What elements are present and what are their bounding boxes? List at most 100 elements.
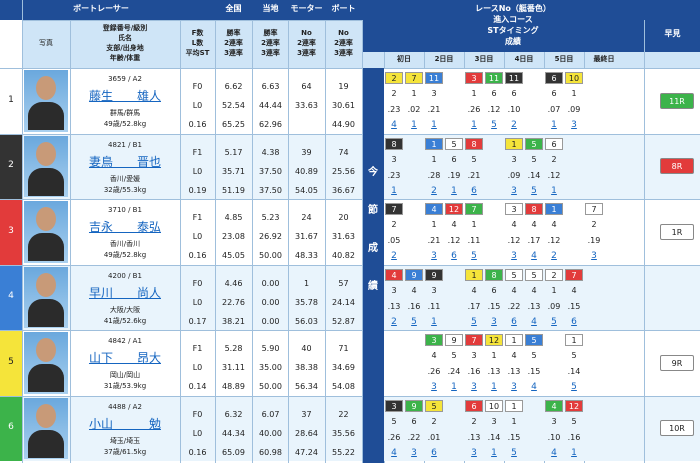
stat-value: 5.90: [261, 344, 280, 353]
result[interactable]: 4: [391, 120, 397, 130]
result[interactable]: 4: [391, 447, 397, 458]
course: 6: [411, 416, 417, 426]
result[interactable]: 6: [571, 316, 577, 327]
stat-label: No: [338, 29, 349, 37]
result[interactable]: 1: [471, 120, 477, 130]
result[interactable]: 5: [411, 316, 417, 327]
result[interactable]: 1: [551, 185, 557, 196]
course: 6: [511, 89, 517, 98]
result[interactable]: 1: [491, 447, 497, 458]
racer-name[interactable]: 妻鳥 晋也: [88, 154, 161, 169]
result[interactable]: 4: [551, 447, 557, 458]
result[interactable]: 3: [511, 185, 517, 196]
result[interactable]: 6: [511, 316, 517, 327]
course: 5: [571, 351, 577, 360]
result[interactable]: 1: [491, 382, 497, 392]
fl-value: F0: [192, 82, 203, 91]
result[interactable]: 1: [551, 120, 557, 130]
result[interactable]: 6: [431, 447, 437, 458]
race-number: 5: [525, 137, 543, 150]
race-number: 1: [425, 137, 443, 150]
stat-label: 2連率: [297, 39, 316, 47]
result[interactable]: 3: [491, 316, 497, 327]
info-label: 登録番号/級別: [102, 24, 148, 32]
stat-value: 35.78: [295, 297, 318, 307]
result[interactable]: 6: [451, 251, 457, 261]
column-divider: [22, 0, 23, 463]
result[interactable]: 5: [571, 382, 577, 392]
result[interactable]: 1: [571, 447, 577, 458]
result[interactable]: 4: [531, 316, 537, 327]
racer-name[interactable]: 小山 勉: [88, 416, 161, 431]
stat-value: 33.63: [295, 101, 318, 110]
result[interactable]: 2: [391, 316, 397, 327]
result[interactable]: 6: [471, 185, 477, 196]
stat-value: 52.87: [332, 316, 355, 326]
st-timing: .01: [427, 432, 441, 442]
quick-badge[interactable]: 9R: [660, 354, 694, 371]
result[interactable]: 2: [551, 251, 557, 261]
stat-label: 3連率: [297, 49, 316, 57]
result[interactable]: 5: [531, 185, 537, 196]
result[interactable]: 1: [391, 185, 397, 196]
racer-name[interactable]: 早川 尚人: [88, 285, 161, 300]
racer-name[interactable]: 吉永 泰弘: [88, 220, 161, 234]
result[interactable]: 1: [431, 120, 437, 130]
result[interactable]: 2: [511, 120, 517, 130]
quick-badge[interactable]: 11R: [660, 92, 694, 109]
result[interactable]: 3: [411, 447, 417, 458]
column-divider: [325, 20, 326, 463]
racer-id: 4821 / B1: [108, 140, 142, 149]
race-number: 3: [385, 399, 403, 412]
result[interactable]: 5: [491, 120, 497, 130]
result[interactable]: 2: [431, 185, 437, 196]
stat-value: 55.22: [332, 447, 355, 457]
stat-value: 31.11: [222, 363, 245, 372]
result[interactable]: 3: [471, 447, 477, 458]
result[interactable]: 3: [591, 251, 597, 261]
st-timing: .22: [407, 432, 421, 442]
result[interactable]: 2: [391, 251, 397, 261]
result[interactable]: 3: [431, 382, 437, 392]
course: 6: [551, 89, 557, 98]
schedule-label: 進入コース: [493, 15, 533, 24]
result[interactable]: 1: [411, 120, 417, 130]
fl-value: L0: [192, 101, 203, 110]
racer-name[interactable]: 山下 昂大: [88, 351, 161, 365]
course: 3: [491, 416, 497, 426]
racer-name[interactable]: 藤生 雄人: [88, 89, 161, 103]
course: 4: [571, 285, 577, 295]
result[interactable]: 4: [531, 251, 537, 261]
quick-badge[interactable]: 10R: [660, 420, 694, 437]
fl-value: F1: [192, 213, 203, 222]
column-divider: [180, 20, 181, 463]
result[interactable]: 1: [451, 382, 457, 392]
race-number: 4: [425, 203, 443, 215]
fl-value: 0.16: [188, 251, 207, 260]
quick-badge[interactable]: 1R: [660, 223, 694, 240]
result[interactable]: 3: [471, 382, 477, 392]
quick-badge[interactable]: 8R: [660, 158, 694, 175]
result[interactable]: 5: [551, 316, 557, 327]
st-timing: .09: [507, 170, 521, 180]
result[interactable]: 1: [431, 316, 437, 327]
result[interactable]: 3: [511, 251, 517, 261]
result[interactable]: 3: [511, 382, 517, 392]
result[interactable]: 3: [571, 120, 577, 130]
st-timing: .10: [507, 105, 521, 114]
fl-value: L0: [192, 232, 203, 241]
result[interactable]: 5: [471, 316, 477, 327]
result[interactable]: 4: [531, 382, 537, 392]
fl-value: 0.17: [188, 316, 207, 326]
result[interactable]: 3: [431, 251, 437, 261]
stat-value: 48.33: [295, 251, 318, 260]
result[interactable]: 1: [451, 185, 457, 196]
st-timing: .17: [467, 301, 481, 311]
result[interactable]: 5: [511, 447, 517, 458]
day-label: 3日目: [474, 55, 494, 63]
result[interactable]: 5: [471, 251, 477, 261]
racer-home: 群馬/群馬: [109, 109, 141, 117]
stat-value: 47.24: [295, 447, 318, 457]
stat-value: 19: [338, 82, 349, 91]
stat-value: 0.00: [261, 297, 280, 307]
